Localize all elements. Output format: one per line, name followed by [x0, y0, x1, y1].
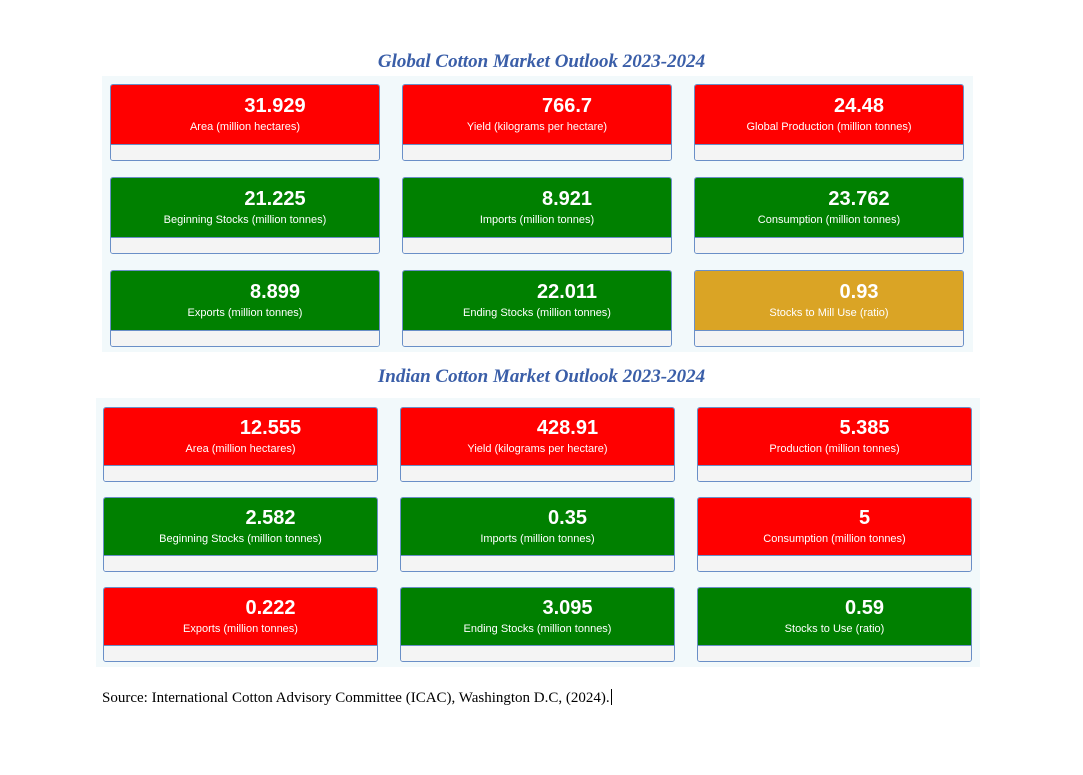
source-text: Source: International Cotton Advisory Co… — [102, 690, 610, 706]
stat-label: Area (million hectares) — [189, 121, 301, 133]
stat-card-footer — [104, 466, 377, 481]
stat-label: Stocks to Use (ratio) — [784, 623, 885, 635]
stat-card-header: 0.35 Imports (million tonnes) — [401, 498, 674, 556]
stat-label: Consumption (million tonnes) — [763, 533, 906, 545]
stat-card-header: 12.555 Area (million hectares) — [104, 408, 377, 466]
global-stat-card: 766.7 Yield (kilograms per hectare) — [402, 84, 672, 161]
text-cursor — [610, 689, 612, 705]
indian-stat-card: 5.385 Production (million tonnes) — [697, 407, 972, 482]
stat-card-header: 2.582 Beginning Stocks (million tonnes) — [104, 498, 377, 556]
stat-card-header: 8.899 Exports (million tonnes) — [111, 271, 379, 331]
global-outlook-title: Global Cotton Market Outlook 2023-2024 — [377, 51, 706, 72]
stat-label: Stocks to Mill Use (ratio) — [769, 307, 889, 319]
stat-value: 5.385 — [839, 417, 890, 439]
indian-stat-card: 3.095 Ending Stocks (million tonnes) — [400, 587, 675, 662]
stat-value: 2.582 — [245, 507, 296, 529]
stat-value: 23.762 — [828, 188, 890, 210]
stat-card-footer — [111, 331, 379, 346]
stat-value: 428.91 — [536, 417, 599, 439]
indian-stat-card: 2.582 Beginning Stocks (million tonnes) — [103, 497, 378, 572]
stat-value: 3.095 — [542, 597, 593, 619]
stat-label: Ending Stocks (million tonnes) — [463, 623, 612, 635]
stat-card-header: 5.385 Production (million tonnes) — [698, 408, 971, 466]
stat-card-footer — [698, 646, 971, 661]
stat-card-header: 0.222 Exports (million tonnes) — [104, 588, 377, 646]
global-stat-card: 23.762 Consumption (million tonnes) — [694, 177, 964, 254]
stat-value: 22.011 — [536, 281, 598, 303]
stat-card-footer — [401, 556, 674, 571]
stat-label: Imports (million tonnes) — [479, 214, 595, 226]
stat-value: 8.899 — [249, 281, 301, 303]
stat-label: Global Production (million tonnes) — [746, 121, 912, 133]
indian-stat-card: 5 Consumption (million tonnes) — [697, 497, 972, 572]
global-stat-card: 8.899 Exports (million tonnes) — [110, 270, 380, 347]
global-stat-card: 22.011 Ending Stocks (million tonnes) — [402, 270, 672, 347]
stat-card-header: 766.7 Yield (kilograms per hectare) — [403, 85, 671, 145]
stat-card-footer — [403, 238, 671, 253]
stat-value: 12.555 — [239, 417, 302, 439]
stat-value: 31.929 — [244, 95, 306, 117]
stat-card-footer — [698, 556, 971, 571]
stat-label: Beginning Stocks (million tonnes) — [163, 214, 327, 226]
stat-card-header: 23.762 Consumption (million tonnes) — [695, 178, 963, 238]
stat-card-header: 31.929 Area (million hectares) — [111, 85, 379, 145]
global-card-grid: 31.929 Area (million hectares) 766.7 Yield … — [110, 84, 964, 347]
stat-card-header: 5 Consumption (million tonnes) — [698, 498, 971, 556]
stat-card-header: 428.91 Yield (kilograms per hectare) — [401, 408, 674, 466]
stat-label: Beginning Stocks (million tonnes) — [159, 533, 322, 545]
stat-card-header: 8.921 Imports (million tonnes) — [403, 178, 671, 238]
stat-value: 8.921 — [541, 188, 593, 210]
stat-card-header: 22.011 Ending Stocks (million tonnes) — [403, 271, 671, 331]
stat-value: 21.225 — [244, 188, 306, 210]
global-stat-card: 24.48 Global Production (million tonnes) — [694, 84, 964, 161]
stat-value: 0.93 — [839, 281, 879, 303]
indian-stat-card: 428.91 Yield (kilograms per hectare) — [400, 407, 675, 482]
stat-card-header: 3.095 Ending Stocks (million tonnes) — [401, 588, 674, 646]
stat-card-header: 0.93 Stocks to Mill Use (ratio) — [695, 271, 963, 331]
stat-value: 24.48 — [833, 95, 885, 117]
stat-label: Yield (kilograms per hectare) — [466, 121, 608, 133]
indian-stat-card: 0.222 Exports (million tonnes) — [103, 587, 378, 662]
stat-card-footer — [401, 466, 674, 481]
global-stat-card: 21.225 Beginning Stocks (million tonnes) — [110, 177, 380, 254]
stat-card-header: 0.59 Stocks to Use (ratio) — [698, 588, 971, 646]
stat-card-header: 24.48 Global Production (million tonnes) — [695, 85, 963, 145]
stat-card-footer — [403, 145, 671, 160]
indian-stat-card: 0.35 Imports (million tonnes) — [400, 497, 675, 572]
stat-value: 0.222 — [245, 597, 296, 619]
global-stat-card: 0.93 Stocks to Mill Use (ratio) — [694, 270, 964, 347]
indian-card-grid: 12.555 Area (million hectares) 428.91 Yield… — [103, 407, 972, 662]
stat-label: Imports (million tonnes) — [480, 533, 595, 545]
stat-label: Area (million hectares) — [185, 443, 296, 455]
stat-card-footer — [111, 238, 379, 253]
indian-stat-card: 0.59 Stocks to Use (ratio) — [697, 587, 972, 662]
stat-value: 766.7 — [541, 95, 593, 117]
source-note: Source: International Cotton Advisory Co… — [102, 689, 612, 707]
stat-card-footer — [403, 331, 671, 346]
stat-label: Consumption (million tonnes) — [757, 214, 901, 226]
stat-label: Yield (kilograms per hectare) — [467, 443, 608, 455]
stat-card-footer — [695, 331, 963, 346]
indian-outlook-title: Indian Cotton Market Outlook 2023-2024 — [377, 366, 706, 387]
stat-card-footer — [695, 145, 963, 160]
global-stat-card: 31.929 Area (million hectares) — [110, 84, 380, 161]
stat-card-footer — [104, 646, 377, 661]
indian-stat-card: 12.555 Area (million hectares) — [103, 407, 378, 482]
stat-card-header: 21.225 Beginning Stocks (million tonnes) — [111, 178, 379, 238]
stat-card-footer — [104, 556, 377, 571]
stat-card-footer — [695, 238, 963, 253]
stat-label: Exports (million tonnes) — [187, 307, 303, 319]
global-stat-card: 8.921 Imports (million tonnes) — [402, 177, 672, 254]
stat-value: 0.59 — [845, 597, 884, 619]
stat-card-footer — [111, 145, 379, 160]
stat-label: Ending Stocks (million tonnes) — [463, 307, 611, 319]
stat-label: Exports (million tonnes) — [183, 623, 298, 635]
stat-label: Production (million tonnes) — [769, 443, 900, 455]
stat-value: 5 — [858, 507, 871, 529]
stat-card-footer — [401, 646, 674, 661]
stat-value: 0.35 — [548, 507, 587, 529]
stat-card-footer — [698, 466, 971, 481]
